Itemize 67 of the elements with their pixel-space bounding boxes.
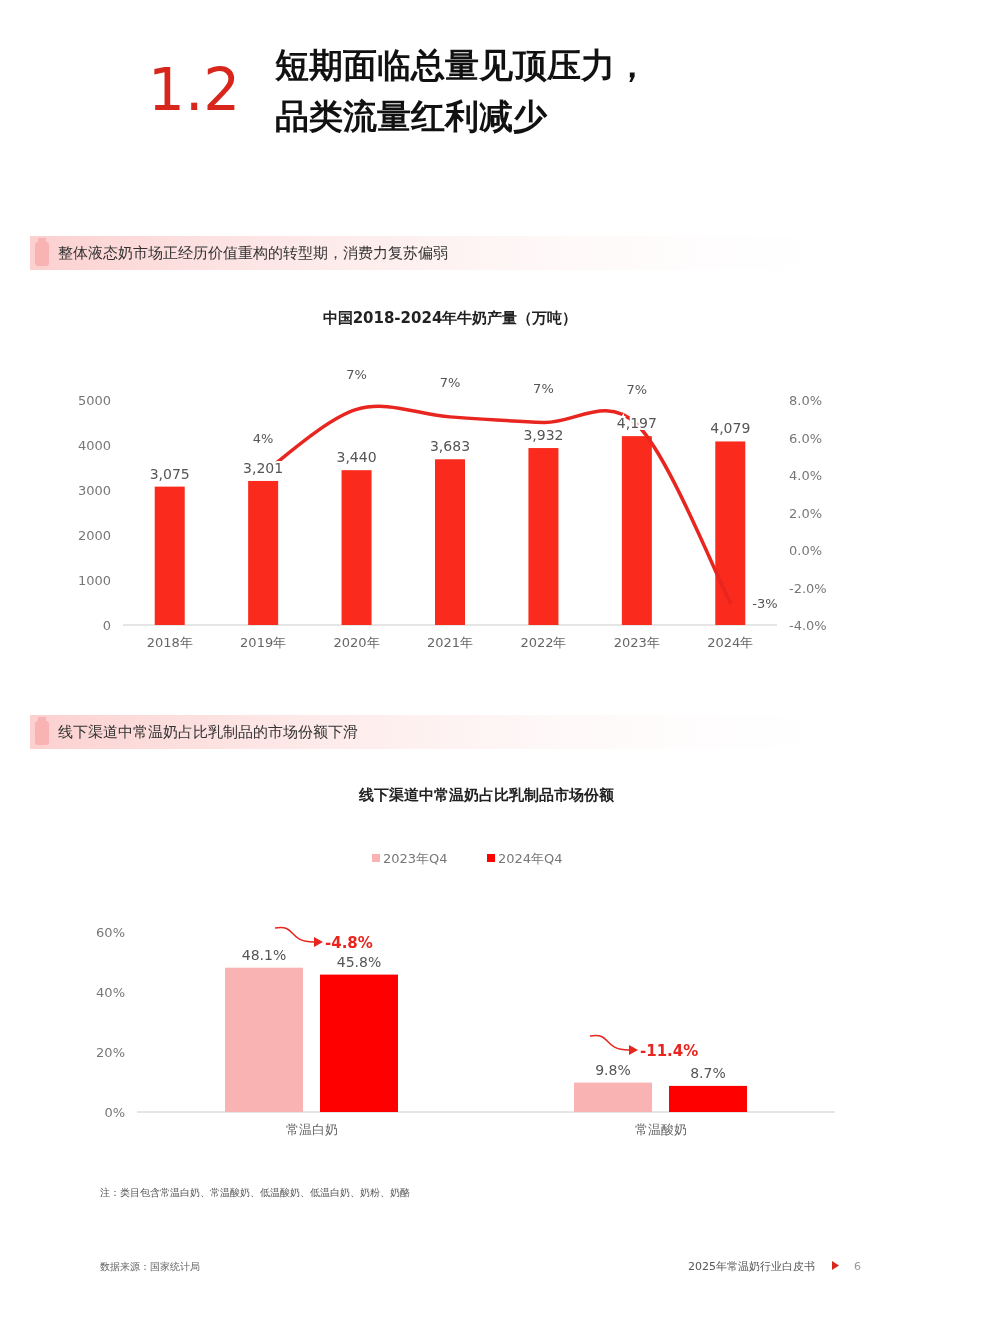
y-tick-label: 5000 — [77, 393, 111, 408]
bar — [528, 448, 559, 625]
bar — [154, 486, 185, 625]
data-label: 7% — [533, 380, 554, 396]
text: 品类流量红利减少 — [275, 96, 548, 136]
data-label: 45.8% — [336, 953, 382, 970]
y2-tick-label: 4.0% — [789, 468, 823, 483]
text: 线下渠道中常温奶占比乳制品的市场份额下滑 — [58, 723, 358, 741]
y2-tick-label: 6.0% — [789, 430, 823, 446]
data-label: 4% — [252, 431, 274, 447]
bar — [320, 974, 398, 1112]
y-tick-label: 60% — [96, 925, 125, 940]
y2-tick-label: 2.0% — [789, 505, 823, 521]
y2-tick-label: 8.0% — [789, 393, 823, 408]
x-tick-label: 2022年 — [520, 635, 567, 650]
data-label: 7% — [439, 374, 461, 390]
bar — [341, 470, 372, 625]
text: 短期面临总量见顶压力， — [274, 45, 649, 85]
data-label: 4,079 — [710, 420, 751, 437]
y-tick-label: 20% — [96, 1045, 125, 1060]
bar — [248, 480, 279, 625]
legend-label: 2023年Q4 — [383, 851, 448, 866]
x-tick-label: 2021年 — [426, 635, 474, 650]
y2-tick-label: -2.0% — [789, 580, 827, 596]
y-tick-label: 40% — [96, 985, 125, 1000]
bar — [574, 1082, 652, 1112]
x-tick-label: 常温酸奶 — [634, 1122, 687, 1137]
annotation: -4.8% — [325, 934, 373, 952]
x-tick-label: 2023年 — [613, 635, 660, 650]
data-label: 8.7% — [690, 1064, 726, 1081]
chart-title: 线下渠道中常温奶占比乳制品市场份额 — [357, 786, 615, 804]
y2-tick-label: 0.0% — [789, 543, 823, 558]
data-label: 9.8% — [595, 1061, 631, 1078]
bar — [715, 441, 746, 625]
data-label: 7% — [626, 382, 648, 398]
x-tick-label: 2020年 — [333, 635, 380, 650]
bar — [669, 1085, 747, 1112]
bar — [225, 967, 303, 1112]
bar — [435, 459, 465, 625]
data-label: 3,683 — [429, 438, 471, 455]
data-label: 3,440 — [336, 449, 377, 466]
source-note: 数据来源：国家统计局 — [100, 1261, 200, 1272]
y2-tick-label: -4.0% — [789, 618, 827, 633]
text: 6 — [854, 1260, 861, 1273]
text: 整体液态奶市场正经历价值重构的转型期，消费力复苏偏弱 — [58, 244, 448, 262]
data-label: 3,075 — [149, 465, 190, 482]
legend-label: 2024年Q4 — [498, 851, 563, 866]
x-tick-label: 2024年 — [707, 635, 754, 650]
x-tick-label: 2018年 — [146, 635, 193, 650]
data-label: 3,932 — [523, 427, 564, 444]
chart-title: 中国2018-2024年牛奶产量（万吨） — [322, 309, 578, 327]
y-tick-label: 4000 — [77, 438, 111, 453]
y-tick-label: 3000 — [77, 483, 111, 498]
x-tick-label: 2019年 — [240, 635, 287, 650]
y-tick-label: 0 — [102, 618, 111, 633]
bar — [621, 436, 652, 625]
data-label: 48.1% — [241, 946, 287, 963]
data-label: -3% — [752, 595, 778, 611]
y-tick-label: 1000 — [77, 573, 111, 588]
y-tick-label: 0% — [104, 1105, 125, 1120]
y-tick-label: 2000 — [77, 528, 111, 543]
text: 1.2 — [148, 56, 241, 124]
text: 2025年常温奶行业白皮书 — [688, 1260, 815, 1273]
x-tick-label: 常温白奶 — [285, 1122, 338, 1137]
text: 注：类目包含常温白奶、常温酸奶、低温酸奶、低温白奶、奶粉、奶酪 — [100, 1187, 410, 1198]
data-label: 7% — [346, 367, 367, 383]
annotation: -11.4% — [640, 1042, 699, 1060]
